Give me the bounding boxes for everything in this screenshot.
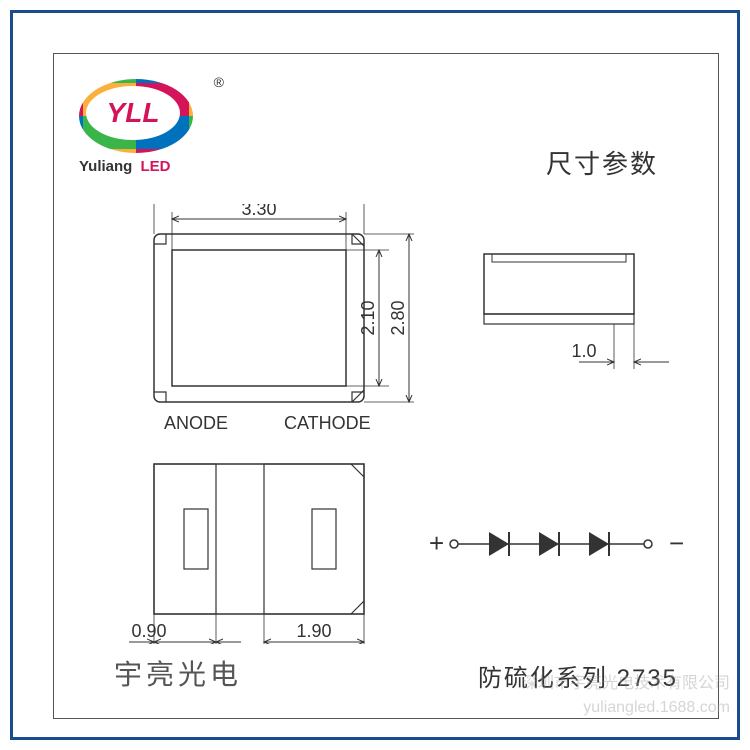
cathode-label: CATHODE: [284, 413, 371, 433]
series-name: 防硫化系列 2735: [478, 658, 678, 693]
company-name: 宇亮光电: [114, 653, 242, 693]
anode-label: ANODE: [164, 413, 228, 433]
plus-symbol: +: [429, 528, 444, 558]
logo-text: YLL: [86, 86, 180, 140]
registered-mark: ®: [214, 74, 224, 90]
logo-sub-main: Yuliang: [79, 158, 132, 175]
company-logo: YLL ® Yuliang LED: [79, 79, 209, 189]
dim-height-outer: 2.80: [388, 300, 408, 335]
dim-width-inner: 3.30: [241, 204, 276, 219]
dim-thickness: 1.0: [571, 341, 596, 361]
technical-drawing: 3.50 3.30 2.10 2.80: [84, 204, 684, 644]
inner-frame: YLL ® Yuliang LED 尺寸参数: [53, 53, 719, 719]
logo-subtitle: Yuliang LED: [79, 158, 209, 175]
dim-pad-right: 1.90: [296, 621, 331, 641]
logo-oval: YLL: [79, 79, 193, 153]
page-title: 尺寸参数: [546, 144, 658, 181]
dim-pad-left: 0.90: [131, 621, 166, 641]
dim-height-inner: 2.10: [358, 300, 378, 335]
minus-symbol: −: [669, 528, 684, 558]
outer-frame: YLL ® Yuliang LED 尺寸参数: [10, 10, 740, 740]
logo-sub-led: LED: [141, 158, 171, 175]
